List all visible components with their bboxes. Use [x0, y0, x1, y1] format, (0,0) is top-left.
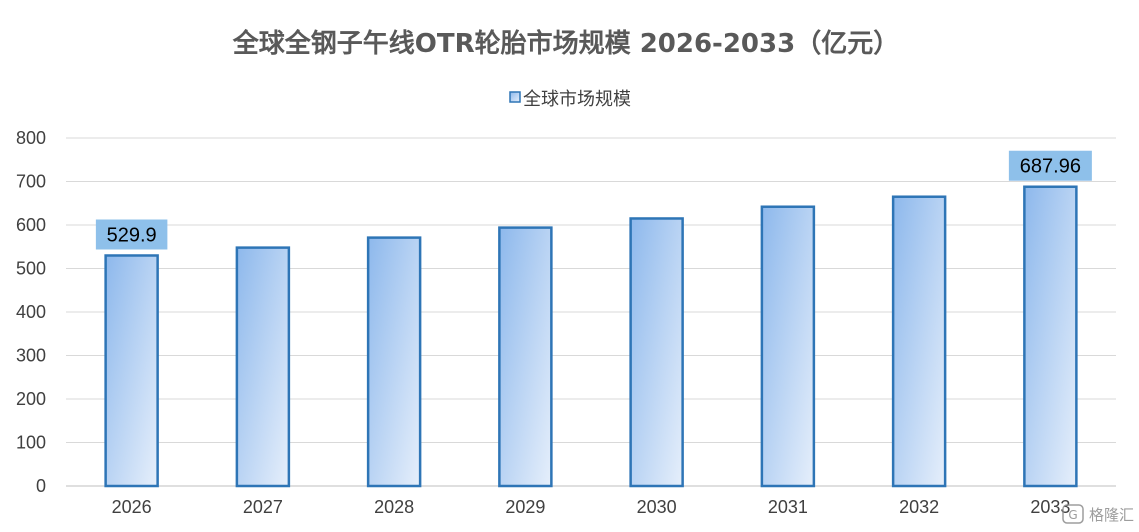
- x-tick-label: 2031: [768, 497, 808, 517]
- data-label-background: [95, 219, 168, 250]
- y-axis-ticks: 0 100 200 300 400 500 600 700 800: [16, 128, 46, 496]
- bar: [104, 254, 159, 488]
- x-tick-label: 2030: [637, 497, 677, 517]
- y-tick-label: 500: [16, 259, 46, 279]
- bars: [104, 185, 1078, 488]
- data-label-text: 529.9: [107, 224, 157, 246]
- gridlines: [66, 137, 1116, 487]
- bar: [498, 226, 553, 488]
- watermark-text: 格隆汇: [1089, 506, 1134, 524]
- chart-title: 全球全钢子午线OTR轮胎市场规模 2026-2033（亿元）: [232, 28, 899, 59]
- svg-text:G: G: [1068, 508, 1077, 522]
- data-labels: 529.9 687.96: [95, 150, 1092, 250]
- x-axis-ticks: 2026 2027 2028 2029 2030 2031 2032 2033: [112, 497, 1071, 517]
- gelonghui-logo-icon: G: [1062, 504, 1084, 524]
- bar: [366, 236, 422, 488]
- y-tick-label: 600: [16, 215, 46, 235]
- x-tick-label: 2032: [899, 497, 939, 517]
- bar: [629, 217, 684, 488]
- x-tick-label: 2028: [374, 497, 414, 517]
- bar: [760, 205, 816, 488]
- data-label: 687.96: [1008, 150, 1092, 181]
- bar: [1023, 185, 1078, 488]
- legend: 全球市场规模: [509, 89, 631, 110]
- y-tick-label: 200: [16, 389, 46, 409]
- y-tick-label: 800: [16, 128, 46, 148]
- legend-label: 全球市场规模: [523, 89, 631, 110]
- legend-swatch: [509, 91, 521, 103]
- x-tick-label: 2029: [505, 497, 545, 517]
- data-label-background: [1008, 150, 1092, 181]
- watermark: G 格隆汇: [1062, 504, 1134, 524]
- y-tick-label: 300: [16, 346, 46, 366]
- y-tick-label: 400: [16, 302, 46, 322]
- data-label: 529.9: [95, 219, 168, 250]
- x-tick-label: 2027: [243, 497, 283, 517]
- y-tick-label: 0: [36, 476, 46, 496]
- x-tick-label: 2026: [112, 497, 152, 517]
- bar: [891, 195, 947, 488]
- x-tick-label: 2033: [1030, 497, 1070, 517]
- data-label-text: 687.96: [1020, 156, 1081, 178]
- bar: [235, 246, 291, 488]
- y-tick-label: 100: [16, 433, 46, 453]
- y-tick-label: 700: [16, 172, 46, 192]
